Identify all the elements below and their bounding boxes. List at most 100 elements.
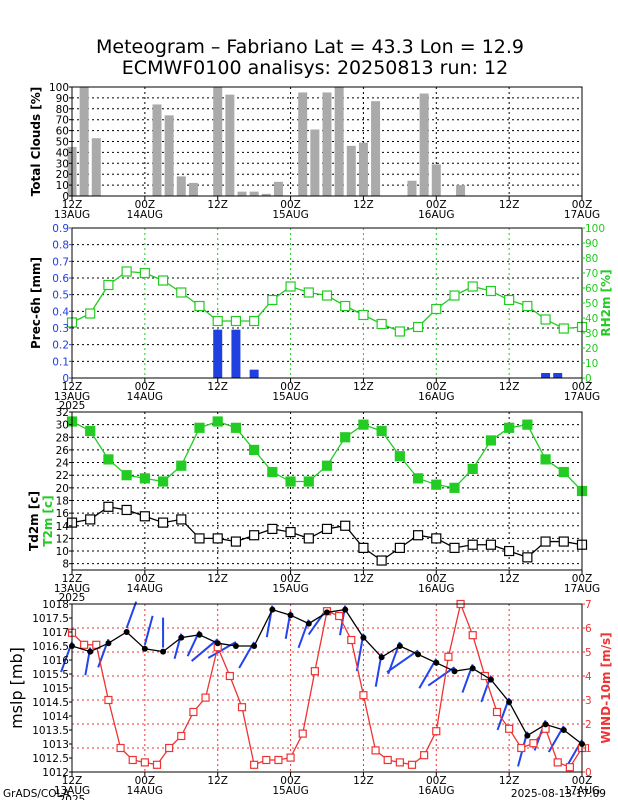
precip-axis-tick-label: 0.4 bbox=[52, 306, 69, 318]
footer-right: 2025-08-13-17:09 bbox=[511, 788, 606, 800]
cloud-bar bbox=[322, 92, 332, 196]
rh-point bbox=[394, 326, 405, 337]
t2m-point bbox=[321, 460, 333, 471]
temp-axis-tick-label: 32 bbox=[56, 407, 69, 419]
date-tick-label: 17AUG bbox=[564, 785, 600, 797]
mslp-axis-title: mslp [mb] bbox=[7, 647, 26, 729]
time-tick-label: 00Z bbox=[426, 381, 447, 393]
mslp-point bbox=[287, 612, 294, 619]
date-tick-label: 13AUG bbox=[54, 391, 90, 403]
rh-point bbox=[431, 303, 442, 315]
time-tick-label: 00Z bbox=[572, 775, 593, 787]
rh-axis-tick-label: 20 bbox=[585, 343, 598, 355]
td2m-point bbox=[485, 539, 497, 550]
temp-axis-tick-label: 18 bbox=[56, 495, 69, 507]
clouds-axis-tick-label: 90 bbox=[56, 93, 69, 105]
time-tick-label: 12Z bbox=[353, 381, 374, 393]
time-tick-label: 12Z bbox=[62, 775, 83, 787]
temp-axis-tick-label: 24 bbox=[56, 458, 70, 470]
td2m-axis-title: Td2m [c] bbox=[27, 491, 41, 551]
time-tick-label: 12Z bbox=[353, 199, 374, 211]
clouds-axis-tick-label: 30 bbox=[56, 158, 69, 170]
mslp-point bbox=[251, 643, 258, 649]
t2m-point bbox=[522, 419, 533, 430]
mslp-point bbox=[487, 676, 494, 683]
t2m-point bbox=[467, 463, 478, 474]
t2m-point bbox=[394, 451, 405, 462]
wind-point bbox=[468, 631, 477, 640]
wind-barb bbox=[191, 638, 219, 662]
wind-barb bbox=[386, 649, 419, 674]
t2m-point bbox=[376, 425, 387, 437]
td2m-point bbox=[212, 533, 223, 544]
t2m-point bbox=[485, 435, 497, 446]
time-tick-label: 12Z bbox=[62, 381, 83, 393]
wind-point bbox=[225, 671, 234, 681]
mslp-point bbox=[269, 606, 276, 613]
rh-point bbox=[558, 323, 569, 334]
precip-axis-tick-label: 0.7 bbox=[52, 256, 69, 268]
t2m-point bbox=[249, 444, 260, 456]
time-tick-label: 12Z bbox=[353, 775, 374, 787]
mslp-axis-tick-label: 1012.5 bbox=[32, 753, 69, 765]
mslp-point bbox=[396, 643, 403, 649]
wind-axis-tick-label: 5 bbox=[585, 647, 592, 659]
t2m-point bbox=[103, 454, 114, 465]
time-tick-label: 12Z bbox=[207, 573, 228, 585]
cloud-bar bbox=[431, 164, 441, 196]
rh-point bbox=[121, 266, 132, 277]
date-tick-label: 15AUG bbox=[272, 391, 308, 403]
rh-point bbox=[176, 287, 187, 298]
wind-point bbox=[505, 724, 514, 733]
wind-point bbox=[565, 763, 574, 772]
rh-axis-tick-label: 10 bbox=[585, 358, 598, 370]
t2m-point bbox=[212, 416, 223, 427]
td2m-point bbox=[176, 514, 187, 525]
rh-axis-tick-label: 80 bbox=[585, 253, 598, 265]
date-tick-label: 13AUG bbox=[54, 583, 90, 595]
rh-point bbox=[249, 315, 260, 327]
temp-axis-tick-label: 26 bbox=[56, 445, 70, 457]
temp-axis-tick-label: 22 bbox=[56, 470, 69, 482]
precip-axis-tick-label: 0.1 bbox=[52, 356, 69, 368]
wind-point bbox=[444, 652, 453, 661]
wind-point bbox=[335, 611, 344, 621]
rh-point bbox=[449, 290, 460, 301]
cloud-bar bbox=[91, 138, 101, 196]
wind-axis-tick-label: 7 bbox=[585, 599, 592, 611]
rh-axis-title: RH2m [%] bbox=[599, 269, 613, 336]
temp-axis-tick-label: 16 bbox=[56, 508, 70, 520]
wind-point bbox=[140, 758, 149, 767]
mslp-point bbox=[433, 659, 440, 666]
t2m-point bbox=[449, 482, 460, 493]
mslp-point bbox=[342, 606, 349, 613]
wind-point bbox=[250, 760, 259, 769]
wind-point bbox=[395, 758, 404, 767]
wind-axis-title: WIND-10m [m/s] bbox=[599, 632, 613, 743]
t2m-point bbox=[358, 419, 369, 430]
td2m-point bbox=[285, 526, 296, 538]
mslp-axis-tick-label: 1017 bbox=[42, 627, 69, 639]
mslp-axis-tick-label: 1014 bbox=[42, 711, 69, 723]
time-tick-label: 12Z bbox=[499, 381, 520, 393]
td2m-point bbox=[540, 536, 551, 547]
temp-axis-tick-label: 20 bbox=[56, 483, 69, 495]
cloud-bar bbox=[237, 191, 247, 196]
td2m-point bbox=[412, 530, 424, 541]
wind-barb bbox=[143, 615, 154, 646]
precip-axis-tick-label: 0 bbox=[62, 373, 69, 385]
td2m-point bbox=[358, 542, 369, 553]
time-tick-label: 00Z bbox=[280, 775, 301, 787]
cloud-bar bbox=[188, 182, 198, 196]
wind-point bbox=[128, 755, 137, 765]
wind-point bbox=[262, 755, 271, 765]
wind-point bbox=[237, 703, 247, 712]
t2m-point bbox=[285, 476, 296, 487]
wind-point bbox=[298, 729, 307, 738]
date-tick-label: 13AUG bbox=[54, 785, 90, 797]
td2m-point bbox=[85, 514, 96, 525]
td2m-point bbox=[303, 533, 314, 544]
wind-axis-tick-label: 1 bbox=[585, 743, 592, 755]
